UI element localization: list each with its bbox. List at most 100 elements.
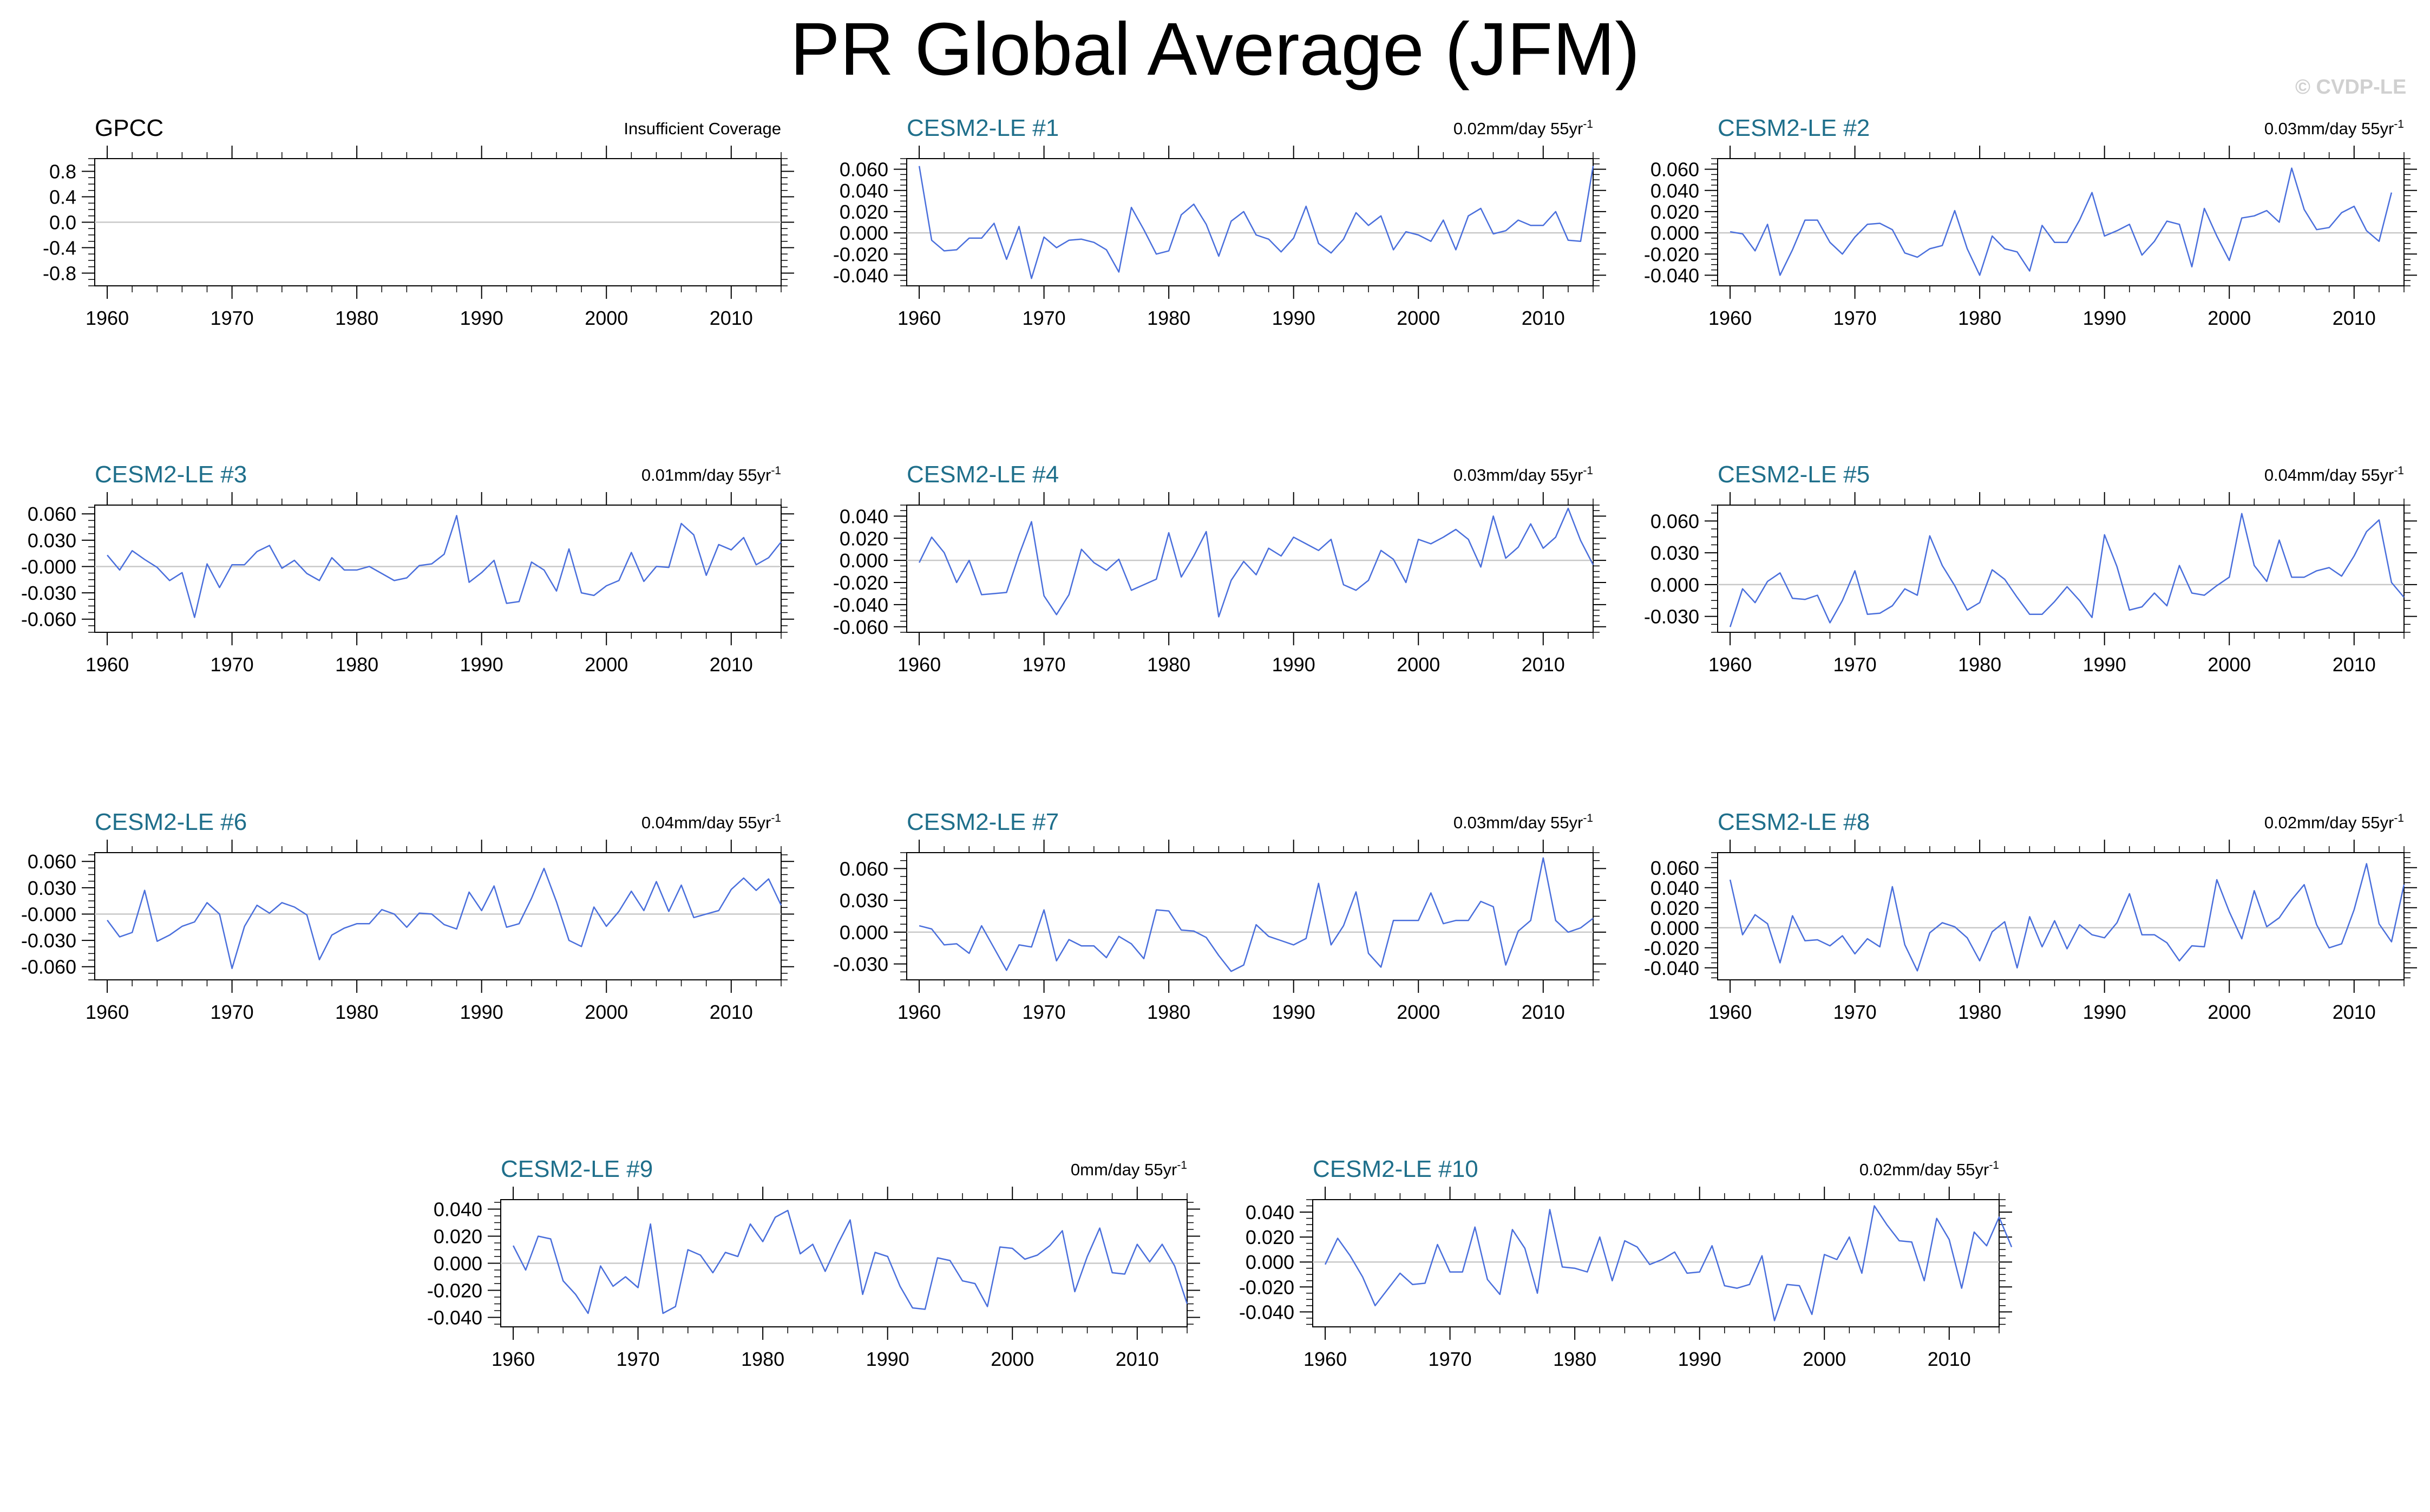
plot-frame (1717, 158, 2405, 286)
x-tick-label: 1990 (460, 307, 503, 329)
y-tick-label: -0.060 (833, 616, 888, 638)
panel-2: 1960 1970 1980 1990 2000 20100.0600.0400.0200… (833, 115, 1606, 329)
y-tick-label: 0.060 (28, 850, 76, 873)
y-tick-label: -0.030 (21, 582, 76, 604)
y-tick-label: 0.000 (434, 1253, 482, 1275)
y-tick-label: 0.020 (1246, 1226, 1294, 1248)
x-tick-label: 1970 (211, 307, 254, 329)
panel-title: CESM2-LE #1 (907, 115, 1059, 141)
x-tick-label: 1970 (1833, 653, 1877, 676)
x-tick-label: 1970 (617, 1348, 660, 1370)
y-tick-label: -0.020 (1644, 243, 1699, 265)
panel-title: CESM2-LE #9 (501, 1156, 653, 1182)
x-tick-label: 1980 (335, 1001, 378, 1023)
x-tick-label: 2010 (710, 1001, 753, 1023)
plot-frame (1312, 1199, 2000, 1327)
y-tick-label: 0.020 (1650, 897, 1699, 919)
trend-annotation: 0.03mm/day 55yr-1 (2264, 118, 2404, 138)
y-tick-label: -0.000 (21, 903, 76, 925)
x-tick-label: 1970 (1023, 653, 1066, 676)
x-tick-label: 1970 (1023, 307, 1066, 329)
y-tick-label: 0.0 (49, 212, 76, 234)
x-tick-label: 1980 (335, 307, 378, 329)
x-tick-label: 1990 (1272, 307, 1315, 329)
y-tick-label: 0.030 (1650, 542, 1699, 564)
y-tick-label: 0.000 (840, 921, 888, 944)
y-tick-label: -0.060 (21, 956, 76, 978)
x-tick-label: 1990 (2083, 653, 2126, 676)
panel-title: CESM2-LE #4 (907, 461, 1059, 488)
plot-frame (1717, 852, 2405, 980)
panel-8: 1960 1970 1980 1990 2000 2010 0.060 0.030 0.000 -… (833, 809, 1606, 1023)
x-tick-label: 1960 (898, 653, 941, 676)
y-tick-label: -0.000 (21, 555, 76, 578)
y-tick-label: -0.030 (833, 953, 888, 976)
y-tick-label: 0.020 (840, 201, 888, 223)
panel-title: CESM2-LE #3 (95, 461, 247, 488)
y-tick-label: -0.020 (1239, 1276, 1294, 1298)
x-tick-label: 1990 (1272, 1001, 1315, 1023)
x-tick-label: 2010 (1928, 1348, 1971, 1370)
trend-annotation: 0.03mm/day 55yr-1 (1453, 812, 1593, 832)
x-tick-label: 1990 (866, 1348, 909, 1370)
x-tick-label: 1970 (1429, 1348, 1472, 1370)
x-tick-label: 2000 (585, 653, 628, 676)
panel-7: 1960 1970 1980 1990 2000 2010 0.060 0.030 -0.000… (21, 809, 794, 1023)
y-tick-label: 0.020 (434, 1226, 482, 1248)
trend-annotation: 0.02mm/day 55yr-1 (1859, 1159, 1999, 1179)
trend-annotation: 0.03mm/day 55yr-1 (1453, 464, 1593, 485)
x-tick-label: 1960 (1708, 307, 1752, 329)
plot-frame (1717, 505, 2405, 633)
x-tick-label: 2010 (1522, 307, 1565, 329)
x-tick-label: 1960 (1708, 1001, 1752, 1023)
x-tick-label: 2010 (1522, 653, 1565, 676)
panel-10: 1960 1970 1980 1990 2000 2010 0.040 0.020 0.000 -… (427, 1156, 1200, 1370)
x-tick-label: 2010 (2333, 307, 2376, 329)
series-line (918, 166, 1594, 279)
y-tick-label: 0.030 (28, 529, 76, 552)
y-tick-label: 0.000 (1650, 574, 1699, 596)
x-tick-label: 2000 (2208, 653, 2251, 676)
plot-frame (906, 505, 1594, 633)
x-tick-label: 1980 (741, 1348, 784, 1370)
x-tick-label: 1970 (1833, 1001, 1877, 1023)
x-tick-label: 1970 (211, 653, 254, 676)
x-tick-label: 1970 (1023, 1001, 1066, 1023)
x-tick-label: 1980 (1958, 653, 2001, 676)
plot-frame (94, 852, 782, 980)
y-tick-label: 0.060 (840, 159, 888, 181)
panel-title: CESM2-LE #10 (1313, 1156, 1478, 1182)
panel-title: GPCC (95, 115, 163, 141)
x-tick-label: 2010 (710, 307, 753, 329)
x-tick-label: 2000 (585, 307, 628, 329)
series-line (918, 507, 1594, 618)
y-tick-label: -0.020 (1644, 937, 1699, 959)
trend-annotation: 0.02mm/day 55yr-1 (1453, 118, 1593, 138)
y-tick-label: -0.020 (833, 572, 888, 594)
x-tick-label: 2000 (1397, 307, 1440, 329)
x-tick-label: 1990 (1678, 1348, 1721, 1370)
x-tick-label: 1990 (460, 653, 503, 676)
series-line (1324, 1205, 2013, 1321)
figure-title: PR Global Average (JFM) (790, 8, 1640, 91)
y-tick-label: 0.060 (1650, 510, 1699, 532)
x-tick-label: 1970 (1833, 307, 1877, 329)
y-tick-label: -0.4 (43, 237, 76, 259)
x-tick-label: 2000 (1397, 653, 1440, 676)
x-tick-label: 2010 (2333, 653, 2376, 676)
series-line (1729, 863, 2405, 972)
x-tick-label: 1960 (86, 653, 129, 676)
x-tick-label: 2010 (1116, 1348, 1159, 1370)
x-tick-label: 1960 (898, 1001, 941, 1023)
y-tick-label: -0.040 (1644, 957, 1699, 979)
x-tick-label: 1970 (211, 1001, 254, 1023)
panel-title: CESM2-LE #2 (1718, 115, 1870, 141)
x-tick-label: 1980 (335, 653, 378, 676)
panel-4: 1960 1970 1980 1990 2000 2010 0.060 0.030 -0.000… (21, 461, 794, 676)
x-tick-label: 1980 (1958, 307, 2001, 329)
trend-annotation: 0.01mm/day 55yr-1 (641, 464, 781, 485)
panel-1: 1960 1970 1980 1990 2000 2010 0.8 0.4 0.0 -0.4 -0.… (43, 115, 794, 329)
x-tick-label: 1960 (1708, 653, 1752, 676)
panel-title: CESM2-LE #5 (1718, 461, 1870, 488)
panel-6: 1960 1970 1980 1990 2000 2010 0.060 0.030 0.000 -… (1644, 461, 2417, 676)
